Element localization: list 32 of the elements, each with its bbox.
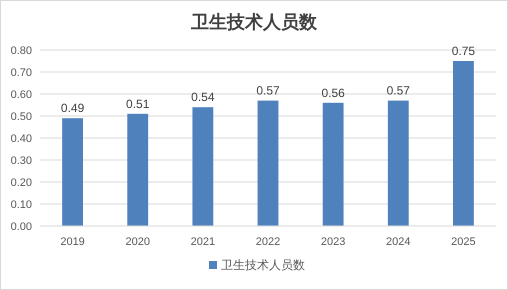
data-label: 0.57 [386, 84, 410, 98]
chart-title: 卫生技术人员数 [190, 12, 318, 32]
bar [62, 118, 83, 226]
data-label: 0.51 [126, 96, 150, 111]
y-tick-label: 0.60 [10, 89, 32, 101]
data-label: 0.56 [321, 86, 346, 100]
y-tick-label: 0.20 [10, 177, 32, 189]
y-tick-label: 0.50 [10, 111, 32, 123]
y-tick-label: 0.70 [10, 67, 32, 79]
data-label: 0.49 [60, 101, 85, 116]
x-tick-label: 2024 [386, 236, 411, 248]
x-tick-label: 2019 [60, 236, 85, 248]
y-tick-label: 0.10 [10, 199, 32, 211]
legend-label: 卫生技术人员数 [221, 258, 305, 272]
x-tick-label: 2023 [320, 236, 346, 248]
data-label: 0.57 [256, 84, 280, 98]
bar [388, 100, 409, 226]
bar [322, 102, 344, 226]
data-label: 0.54 [191, 90, 215, 104]
x-tick-label: 2022 [256, 236, 280, 248]
y-tick-label: 0.00 [10, 221, 32, 233]
bar [258, 100, 278, 226]
x-tick-label: 2025 [451, 236, 476, 248]
bar [192, 107, 214, 226]
data-label: 0.75 [452, 44, 476, 58]
y-tick-label: 0.40 [10, 133, 32, 145]
x-tick-label: 2021 [190, 236, 216, 248]
y-tick-label: 0.80 [10, 45, 32, 57]
bar [453, 61, 474, 226]
bar [127, 114, 148, 226]
x-tick-label: 2020 [125, 236, 150, 248]
y-tick-label: 0.30 [10, 155, 32, 167]
